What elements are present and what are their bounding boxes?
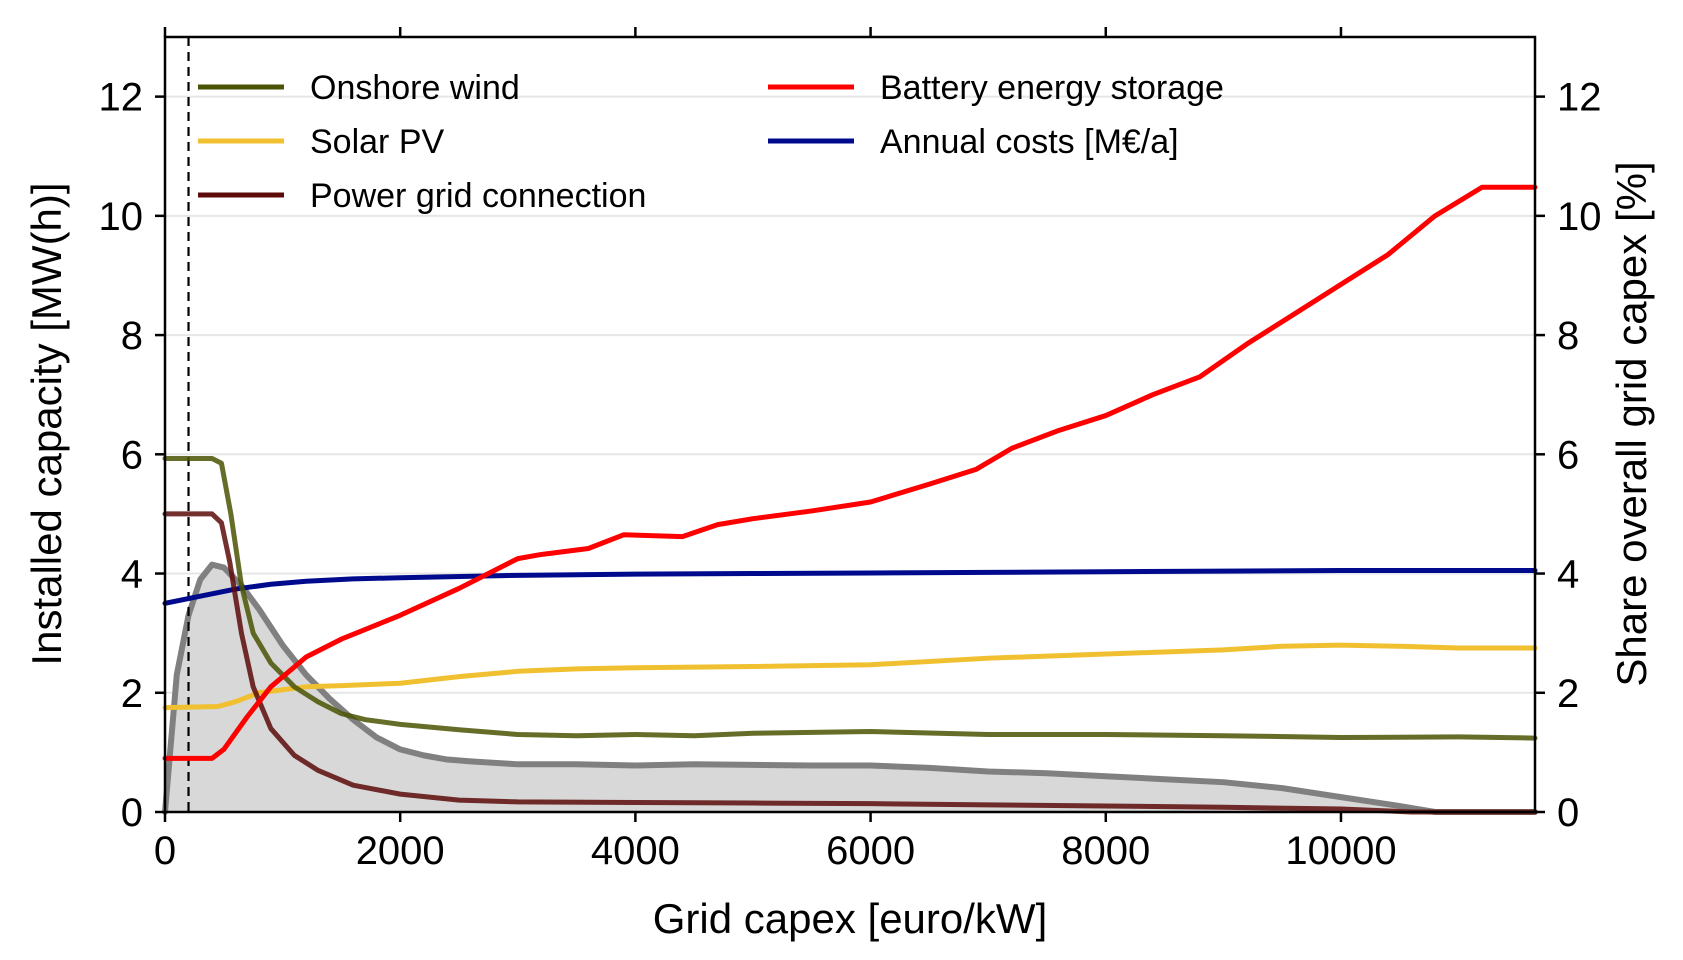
legend: Onshore wind Solar PV Power grid connectio… [198, 69, 1224, 215]
x-tick-label-2000: 2000 [356, 829, 445, 873]
x-tick-label-6000: 6000 [826, 829, 915, 873]
y-left-tick-label-10: 10 [99, 195, 144, 239]
legend-label-onshore-wind: Onshore wind [310, 69, 520, 107]
legend-label-annual-costs-m-a: Annual costs [M€/a] [880, 123, 1179, 161]
y-left-tick-label-12: 12 [99, 76, 144, 120]
y-right-tick-label-10: 10 [1557, 195, 1602, 239]
x-tick-label-8000: 8000 [1061, 829, 1150, 873]
legend-label-battery-energy-storage: Battery energy storage [880, 69, 1224, 107]
y-left-tick-label-4: 4 [121, 553, 143, 597]
series-line-onshore-wind [162, 455, 1538, 741]
series-line-power-grid-connection [162, 511, 1538, 815]
y-axis-left: 0 2 4 6 8 10 12 [99, 76, 165, 835]
y-left-tick-label-0: 0 [121, 791, 143, 835]
share-area-fill [165, 564, 1535, 812]
legend-label-solar-pv: Solar PV [310, 123, 444, 161]
series-lines [162, 184, 1538, 815]
y-left-tick-label-6: 6 [121, 433, 143, 477]
y-right-tick-label-12: 12 [1557, 76, 1602, 120]
y-axis-left-title: Installed capacity [MW(h)] [23, 182, 70, 665]
y-right-tick-label-4: 4 [1557, 553, 1579, 597]
y-right-tick-label-8: 8 [1557, 314, 1579, 358]
y-axis-right: 0 2 4 6 8 10 12 [1535, 76, 1602, 835]
gridlines [165, 95, 1535, 694]
series-line-solar-pv [162, 642, 1538, 711]
y-left-tick-label-2: 2 [121, 672, 143, 716]
share-area [162, 561, 1538, 815]
series-line-battery-energy-storage [162, 184, 1538, 761]
x-axis: 0 2000 4000 6000 8000 10000 [154, 27, 1397, 873]
x-axis-title: Grid capex [euro/kW] [653, 895, 1047, 942]
y-left-tick-label-8: 8 [121, 314, 143, 358]
series-line-annual-costs-m-a [162, 568, 1538, 606]
legend-label-power-grid-connection: Power grid connection [310, 177, 646, 215]
y-right-tick-label-6: 6 [1557, 433, 1579, 477]
y-right-tick-label-2: 2 [1557, 672, 1579, 716]
x-tick-label-10000: 10000 [1285, 829, 1396, 873]
x-tick-label-0: 0 [154, 829, 176, 873]
x-tick-label-4000: 4000 [591, 829, 680, 873]
y-right-tick-label-0: 0 [1557, 791, 1579, 835]
plot-frame [163, 35, 1537, 814]
y-axis-right-title: Share overall grid capex [%] [1608, 161, 1655, 686]
